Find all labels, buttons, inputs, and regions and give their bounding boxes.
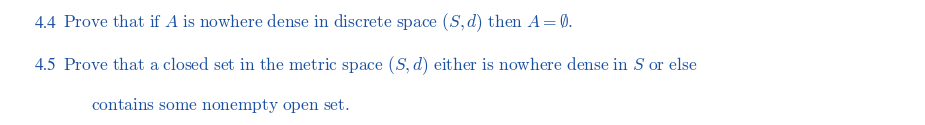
Text: $\mathrm{Prove\ that\ if\ }A\mathrm{\ is\ nowhere\ dense\ in\ discrete\ space\ }: $\mathrm{Prove\ that\ if\ }A\mathrm{\ is… bbox=[63, 12, 574, 34]
Text: 4.5: 4.5 bbox=[35, 58, 57, 74]
Text: $\mathrm{contains\ some\ nonempty\ open\ set.}$: $\mathrm{contains\ some\ nonempty\ open\… bbox=[91, 96, 350, 115]
Text: 4.4: 4.4 bbox=[35, 16, 57, 32]
Text: $\mathrm{Prove\ that\ a\ closed\ set\ in\ the\ metric\ space\ }(S, d)\mathrm{\ e: $\mathrm{Prove\ that\ a\ closed\ set\ in… bbox=[63, 54, 697, 77]
